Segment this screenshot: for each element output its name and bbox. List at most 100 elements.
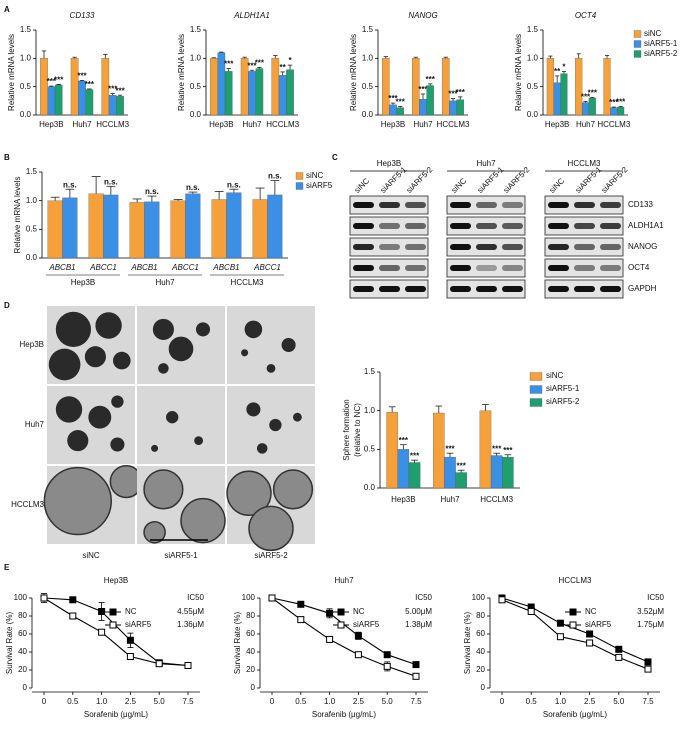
marker — [586, 639, 594, 647]
series-line — [501, 599, 649, 670]
sphere — [158, 363, 169, 374]
marker — [354, 651, 362, 659]
sphere — [281, 337, 296, 353]
legend-marker — [109, 621, 117, 629]
legend-label: siARF5-2 — [546, 397, 580, 406]
sphere — [166, 411, 179, 424]
marker — [644, 665, 652, 673]
legend-label: siNC — [306, 171, 324, 180]
blot-band — [405, 244, 426, 250]
blot-band — [548, 244, 569, 250]
legend-title: IC50 — [415, 593, 432, 602]
sphere — [195, 322, 211, 337]
chart-title: HCCLM3 — [559, 576, 592, 585]
marker — [383, 651, 391, 659]
bar — [397, 449, 410, 489]
marker — [297, 616, 305, 624]
sphere — [95, 312, 122, 339]
blot-band — [379, 223, 400, 229]
marker — [412, 672, 420, 680]
ic50-value: 1.75μM — [637, 620, 664, 629]
y-axis-label: Relative mRNA levels — [349, 34, 358, 111]
y-tick-label: 60 — [246, 629, 255, 638]
cell-line-label: HCCLM3 — [568, 159, 601, 168]
marker — [615, 653, 623, 661]
sphere — [151, 444, 159, 452]
blot-band — [379, 202, 400, 208]
x-tick-label: Hep3B — [381, 120, 405, 129]
sphere — [55, 311, 91, 347]
significance: *** — [399, 436, 409, 445]
sphere — [241, 349, 249, 357]
legend-marker — [109, 608, 117, 616]
bar — [70, 58, 79, 116]
x-tick-label: Hep3B — [39, 120, 63, 129]
x-tick-label: HCCLM3 — [437, 120, 470, 129]
legend-swatch — [295, 182, 304, 190]
blot-band — [450, 244, 471, 250]
y-tick-label: 0.0 — [20, 110, 32, 119]
sphere — [180, 497, 226, 544]
blot-band — [502, 265, 523, 271]
sphere — [84, 346, 106, 368]
ic50-value: 1.38μM — [405, 620, 432, 629]
y-tick-label: 60 — [476, 629, 485, 638]
significance: *** — [445, 444, 455, 453]
significance: n.s. — [227, 180, 241, 189]
y-tick-label: 1.5 — [26, 167, 38, 176]
column-label: siNC — [82, 551, 100, 560]
bar — [252, 199, 268, 259]
y-tick-label: 1.5 — [527, 25, 539, 34]
lane-label: siARF5-2 — [600, 165, 630, 195]
blot-band — [574, 286, 595, 292]
bar — [210, 58, 218, 116]
bar — [419, 98, 427, 116]
blot-band — [353, 223, 374, 229]
blot-band — [548, 286, 569, 292]
y-tick-label: 0.0 — [190, 110, 202, 119]
y-tick-label: 20 — [246, 665, 255, 674]
legend-label: siARF5 — [585, 620, 612, 629]
legend-swatch — [633, 40, 642, 48]
y-axis-label: Sphere formation — [342, 399, 351, 460]
x-tick-label: 1.0 — [324, 697, 336, 706]
blot-band — [353, 202, 374, 208]
significance: *** — [54, 76, 64, 85]
marker — [69, 596, 77, 604]
blot-band — [450, 223, 471, 229]
protein-label: NANOG — [628, 242, 657, 251]
x-tick-label: 5.0 — [154, 697, 166, 706]
legend-swatch — [529, 372, 543, 381]
blot-band — [502, 286, 523, 292]
bar — [456, 99, 464, 116]
x-tick-label: 0.5 — [67, 697, 79, 706]
significance: *** — [255, 59, 265, 68]
bar — [103, 194, 119, 259]
legend-label: siNC — [644, 29, 662, 38]
chart-title: NANOG — [408, 11, 437, 20]
bar — [129, 202, 145, 259]
legend-swatch — [295, 172, 304, 180]
x-tick-label: HCCLM3 — [597, 120, 630, 129]
significance: *** — [503, 446, 513, 455]
x-tick-label: 1.0 — [96, 697, 108, 706]
significance: ** — [554, 67, 561, 76]
sphere — [246, 402, 261, 417]
column-label: siARF5-1 — [164, 551, 198, 560]
bar — [610, 107, 618, 116]
bar — [396, 107, 404, 116]
bar — [185, 193, 201, 259]
lane-label: siNC — [353, 176, 372, 195]
significance: * — [288, 56, 292, 65]
bar — [449, 100, 457, 116]
y-tick-label: 100 — [472, 593, 486, 602]
bar — [386, 412, 398, 489]
lane-label: siARF5-2 — [502, 165, 532, 195]
bar — [116, 96, 124, 116]
blot-band — [476, 244, 497, 250]
legend-swatch — [529, 398, 543, 407]
sphere — [111, 395, 124, 408]
blot-band — [405, 286, 426, 292]
x-tick-label: 2.5 — [125, 697, 137, 706]
y-tick-label: 0.5 — [364, 444, 376, 453]
